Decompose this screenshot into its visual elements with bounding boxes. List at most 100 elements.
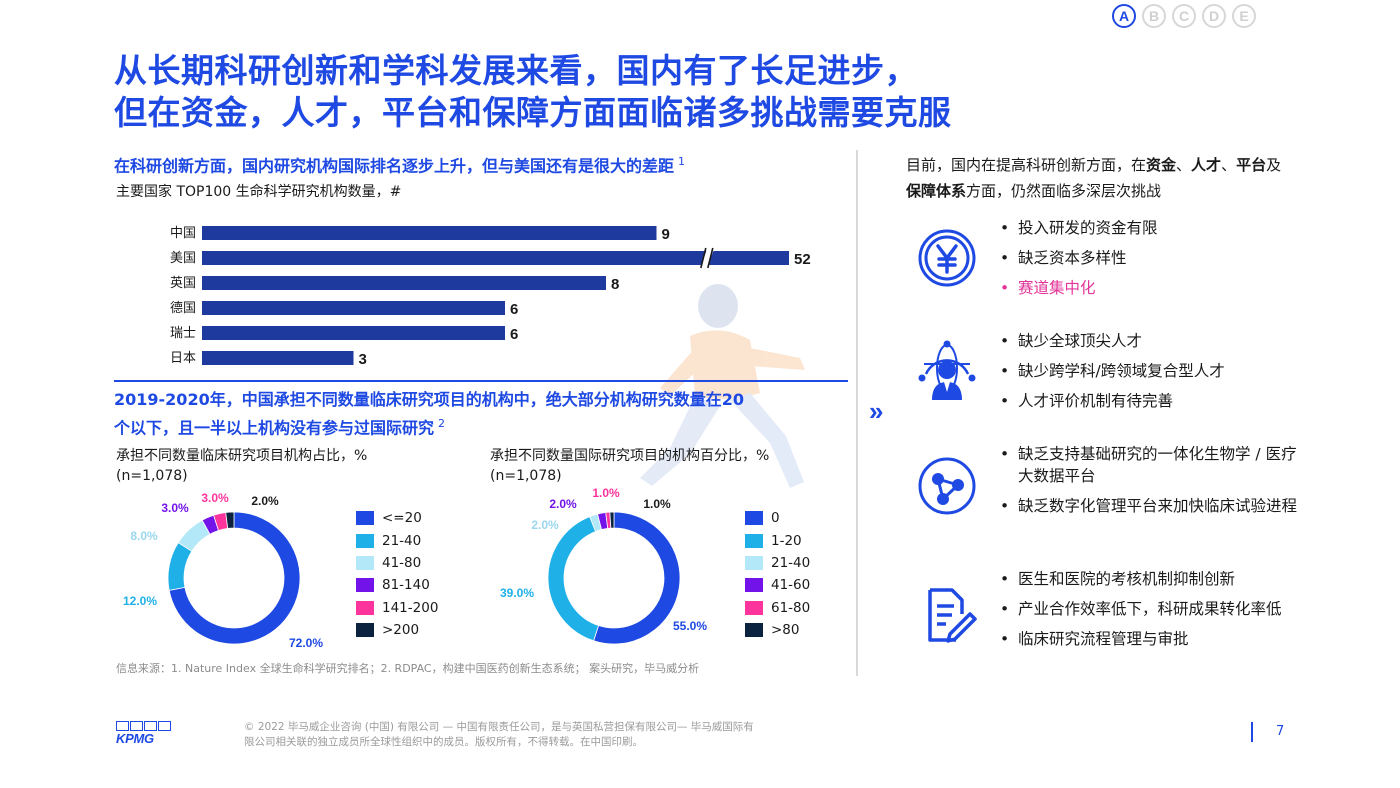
donut-value-label: 12.0% [123, 594, 157, 608]
donut1-sublabel: 承担不同数量临床研究项目机构占比，% (n=1,078) [116, 446, 367, 486]
right-intro: 目前，国内在提高科研创新方面，在资金、人才、平台及保障体系方面，仍然面临多深层次… [906, 152, 1296, 204]
bullet-security-1: 医生和医院的考核机制抑制创新 [998, 568, 1298, 590]
section-nav: A B C D E [1112, 4, 1256, 28]
intro-text: 目前，国内在提高科研创新方面，在 [906, 156, 1147, 174]
bar-value-label: 3 [359, 351, 367, 368]
donut-chart-clinical: 72.0%12.0%8.0%3.0%3.0% 2.0% [123, 491, 323, 650]
legend-swatch [745, 533, 763, 548]
bar [202, 226, 657, 240]
bar-value-label: 8 [611, 276, 619, 293]
legend-item: <=20 [356, 507, 438, 529]
bar [202, 326, 505, 340]
legend-item: 61-80 [745, 597, 810, 619]
legend-label: >80 [771, 622, 800, 639]
bar-category-label: 美国 [170, 251, 196, 266]
legend-swatch [356, 600, 374, 615]
section2-heading-line1: 2019-2020年，中国承担不同数量临床研究项目的机构中，绝大部分机构研究数量… [114, 390, 744, 409]
bar [202, 276, 606, 290]
intro-text: 方面，仍然面临多深层次挑战 [966, 182, 1162, 200]
donut-slice [593, 511, 681, 645]
yen-icon [918, 229, 976, 287]
kpmg-logo: KPMG [116, 721, 172, 745]
bullet-security-3: 临床研究流程管理与审批 [998, 628, 1298, 650]
nav-item-a[interactable]: A [1112, 4, 1136, 28]
source-note: 信息来源：1. Nature Index 全球生命科学研究排名；2. RDPAC… [116, 662, 700, 675]
legend-label: >200 [382, 622, 420, 639]
kpmg-logo-text: KPMG [116, 731, 154, 746]
bar-category-label: 德国 [170, 301, 196, 316]
nav-item-c[interactable]: C [1172, 4, 1196, 28]
donut-value-label: 2.0% [549, 497, 577, 511]
legend-swatch [745, 555, 763, 570]
bar-chart-sublabel: 主要国家 TOP100 生命科学研究机构数量，# [116, 184, 402, 200]
legend-item: 21-40 [356, 529, 438, 551]
donut-value-label: 72.0% [289, 636, 323, 650]
donut-value-label: 1.0% [643, 497, 671, 511]
bar [202, 351, 354, 365]
section1-heading-text: 在科研创新方面，国内研究机构国际排名逐步上升，但与美国还有是很大的差距 [114, 156, 675, 176]
donut-value-label: 2.0% [251, 494, 279, 508]
bar [202, 251, 789, 265]
nav-item-e[interactable]: E [1232, 4, 1256, 28]
intro-sep: 、 [1176, 156, 1192, 174]
legend-swatch [356, 623, 374, 638]
legend-label: 61-80 [771, 599, 811, 616]
intro-text: 及 [1266, 156, 1282, 174]
donut2-legend: 0 1-20 21-40 41-60 61-80 >80 [745, 507, 810, 641]
intro-keyword-funding: 资金 [1146, 156, 1177, 174]
page-number: 7 [1276, 724, 1285, 739]
donut-slice [547, 516, 600, 642]
intro-keyword-platform: 平台 [1236, 156, 1267, 174]
axis-break-mark [707, 247, 714, 269]
legend-item: 0 [745, 507, 810, 529]
legend-swatch [745, 623, 763, 638]
legend-label: 41-80 [382, 554, 422, 571]
bullet-talent-1: 缺少全球顶尖人才 [998, 330, 1298, 352]
nav-item-b[interactable]: B [1142, 4, 1166, 28]
intro-keyword-security: 保障体系 [906, 182, 967, 200]
bar-value-label: 6 [510, 301, 518, 318]
axis-break-mark [700, 247, 707, 269]
section2-heading-line2: 个以下，且一半以上机构没有参与过国际研究 [114, 418, 435, 438]
page-title: 从长期科研创新和学科发展来看，国内有了长足进步， 但在资金，人才，平台和保障方面… [114, 50, 1114, 134]
donut-value-label: 2.0% [531, 518, 559, 532]
legend-swatch [356, 578, 374, 593]
legend-item: 1-20 [745, 529, 810, 551]
bullet-talent-2: 缺少跨学科/跨领域复合型人才 [998, 360, 1298, 382]
page-number-separator [1251, 722, 1253, 742]
global-talent-icon [918, 340, 976, 400]
bullet-funding-1: 投入研发的资金有限 [998, 217, 1298, 239]
legend-label: 141-200 [382, 599, 439, 616]
platform-network-icon [918, 457, 976, 515]
donut2-sublabel-line1: 承担不同数量国际研究项目的机构百分比，% [490, 448, 770, 464]
bar-chart: 中国 9 美国 52 英国 8 德国 6 瑞士 6 日本 3 [170, 226, 811, 368]
legend-item: 21-40 [745, 552, 810, 574]
donut-value-label: 3.0% [201, 491, 229, 505]
nav-item-d[interactable]: D [1202, 4, 1226, 28]
donut1-sublabel-line2: (n=1,078) [116, 468, 188, 484]
legend-swatch [745, 511, 763, 526]
page-title-line2: 但在资金，人才，平台和保障方面面临诸多挑战需要克服 [114, 93, 952, 132]
bullet-security-2: 产业合作效率低下，科研成果转化率低 [998, 598, 1298, 620]
bullet-talent-3: 人才评价机制有待完善 [998, 390, 1298, 412]
intro-keyword-talent: 人才 [1191, 156, 1222, 174]
legend-item: >200 [356, 619, 438, 641]
legend-label: 81-140 [382, 577, 430, 594]
legend-swatch [356, 555, 374, 570]
legend-swatch [745, 600, 763, 615]
legend-label: 1-20 [771, 532, 802, 549]
donut-slice [609, 511, 615, 529]
bar [202, 301, 505, 315]
legend-item: 81-140 [356, 574, 438, 596]
document-edit-icon [928, 588, 977, 643]
legend-swatch [745, 578, 763, 593]
column-divider [856, 150, 858, 676]
intro-sep: 、 [1221, 156, 1237, 174]
section1-footnote-ref: 1 [678, 155, 686, 168]
footer-copyright: © 2022 毕马威企业咨询 (中国) 有限公司 — 中国有限责任公司，是与英国… [244, 721, 754, 748]
section-divider [114, 380, 848, 382]
page-title-line1: 从长期科研创新和学科发展来看，国内有了长足进步， [114, 51, 918, 90]
bullet-funding-2: 缺乏资本多样性 [998, 247, 1298, 269]
bar-value-label: 6 [510, 326, 518, 343]
legend-item: 41-60 [745, 574, 810, 596]
